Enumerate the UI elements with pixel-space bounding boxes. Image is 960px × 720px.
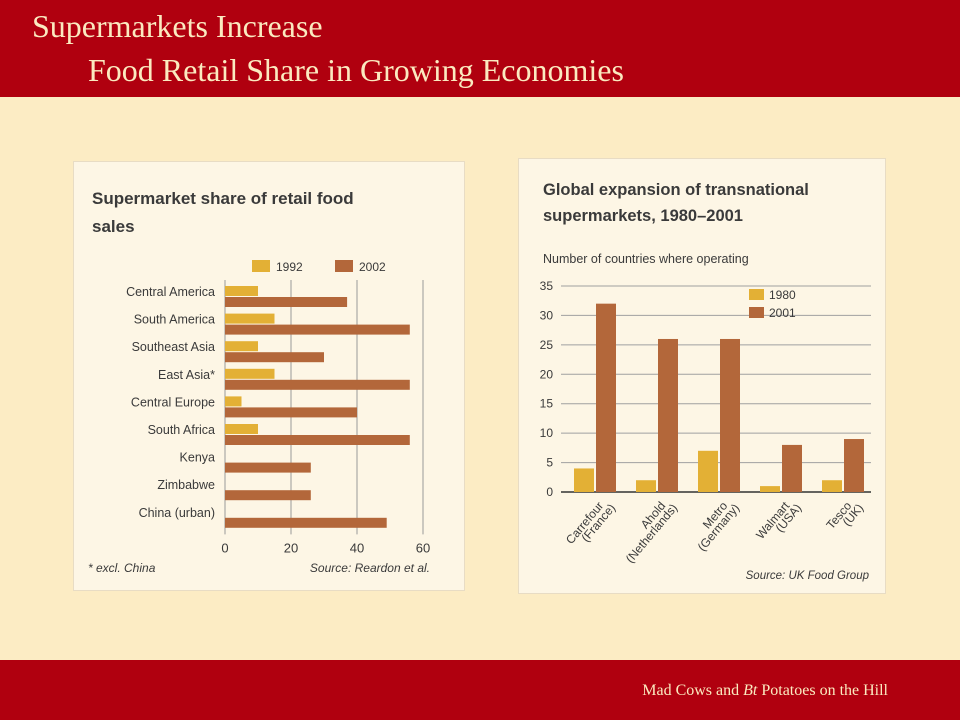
legend-label-2001: 2001 <box>769 306 796 320</box>
bar-2001 <box>782 444 802 492</box>
source-note: Source: UK Food Group <box>746 570 870 582</box>
category-label: South America <box>134 313 215 327</box>
y-tick-label: 35 <box>540 279 554 293</box>
bar-2002 <box>225 324 410 335</box>
bar-2002 <box>225 352 324 363</box>
x-tick-label: 0 <box>221 540 228 555</box>
bar-1980 <box>574 468 594 492</box>
x-tick-label: 60 <box>416 540 430 555</box>
supermarket-expansion-chart-panel: Global expansion of transnational superma… <box>518 158 886 594</box>
chart-title-line-1: Supermarket share of retail food <box>92 189 354 208</box>
category-label: South Africa <box>148 423 215 437</box>
bar-2002 <box>225 517 387 528</box>
category-label: Zimbabwe <box>157 478 215 492</box>
bar-1980 <box>760 486 780 492</box>
category-label: Kenya <box>180 451 215 465</box>
y-tick-label: 10 <box>540 426 554 440</box>
title-band <box>0 0 960 97</box>
y-axis-title: Number of countries where operating <box>543 252 749 266</box>
bar-1980 <box>698 450 718 492</box>
bar-2001 <box>658 338 678 492</box>
category-label: Southeast Asia <box>132 340 215 354</box>
y-tick-label: 20 <box>540 367 554 381</box>
y-tick-label: 0 <box>546 485 553 499</box>
category-label: Central Europe <box>131 395 215 409</box>
bar-1992 <box>225 313 275 324</box>
chart-title-line-2: sales <box>92 217 135 236</box>
footer-caption: Mad Cows and Bt Potatoes on the Hill <box>642 682 888 700</box>
bar-1992 <box>225 341 258 352</box>
footnote: * excl. China <box>88 561 156 575</box>
footer-band <box>0 660 960 720</box>
category-label: East Asia* <box>158 368 215 382</box>
footer-prefix: Mad Cows and <box>642 682 744 699</box>
bar-1992 <box>225 424 258 434</box>
legend-swatch-1980 <box>749 289 764 300</box>
bar-2002 <box>225 435 410 445</box>
chart-title-line-2: supermarkets, 1980–2001 <box>543 207 743 225</box>
y-tick-label: 25 <box>540 338 554 352</box>
retail-share-chart: Supermarket share of retail food sales 0 20… <box>88 189 430 575</box>
slide-title-line-2: Food Retail Share in Growing Economies <box>88 52 624 88</box>
x-tick-label: 40 <box>350 540 364 555</box>
bar-2002 <box>225 407 357 418</box>
bar-1992 <box>225 286 258 296</box>
y-tick-label: 15 <box>540 397 554 411</box>
slide-title-line-1: Supermarkets Increase <box>32 8 323 44</box>
legend-label-1992: 1992 <box>276 260 303 274</box>
y-tick-label: 5 <box>546 456 553 470</box>
category-label: Central America <box>126 285 215 299</box>
y-tick-label: 30 <box>540 308 554 322</box>
bar-2002 <box>225 490 311 501</box>
bar-1992 <box>225 396 242 407</box>
x-tick-label: 20 <box>284 540 298 555</box>
supermarket-expansion-chart: Global expansion of transnational superma… <box>540 181 871 582</box>
source-note: Source: Reardon et al. <box>310 561 430 575</box>
legend-label-1980: 1980 <box>769 288 796 302</box>
bar-1992 <box>225 368 275 379</box>
bar-2002 <box>225 297 348 307</box>
footer-italic: Bt <box>743 682 758 699</box>
bar-2001 <box>844 439 864 492</box>
retail-share-chart-panel: Supermarket share of retail food sales 0 20… <box>73 161 465 591</box>
bar-2001 <box>720 338 740 492</box>
bar-2002 <box>225 462 311 473</box>
legend-swatch-1992 <box>252 260 270 272</box>
bar-1980 <box>822 480 842 492</box>
bar-2001 <box>596 303 616 492</box>
legend-swatch-2002 <box>335 260 353 272</box>
bar-2002 <box>225 379 410 390</box>
legend-swatch-2001 <box>749 307 764 318</box>
footer-suffix: Potatoes on the Hill <box>757 682 888 699</box>
bar-1980 <box>636 480 656 492</box>
chart-title-line-1: Global expansion of transnational <box>543 181 809 199</box>
legend-label-2002: 2002 <box>359 260 386 274</box>
category-label: China (urban) <box>139 506 215 520</box>
